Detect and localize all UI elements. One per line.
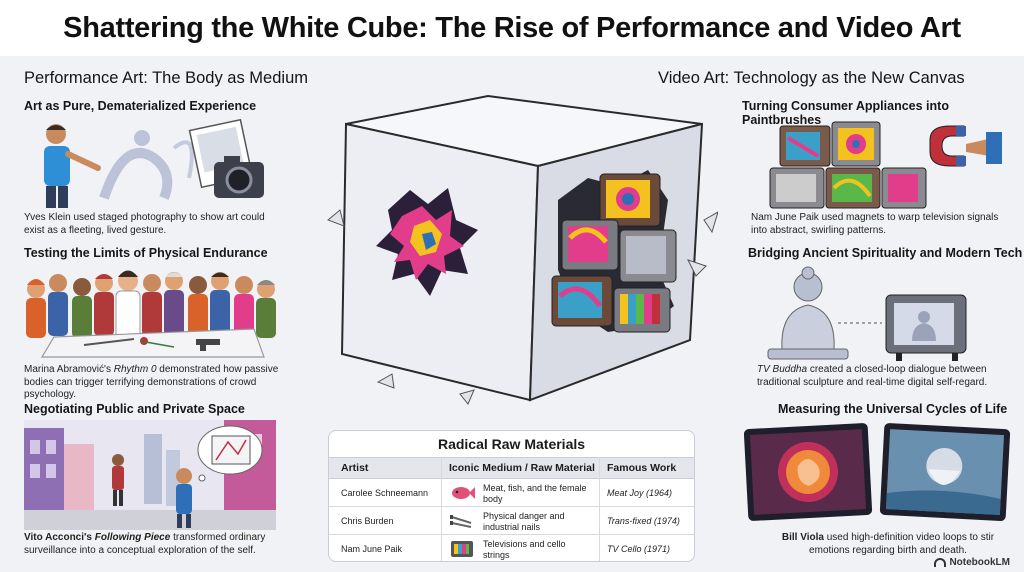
caption-following-piece: Vito Acconci's Following Piece transform… — [24, 532, 266, 556]
caption-magnets: Nam June Paik used magnets to warp telev… — [751, 212, 999, 236]
caption-yves-klein: Yves Klein used staged photography to sh… — [24, 212, 265, 236]
notebooklm-logo-icon — [934, 558, 947, 567]
left-column-heading: Performance Art: The Body as Medium — [24, 69, 308, 87]
table-divider — [599, 457, 600, 561]
yves-klein-illustration — [44, 118, 264, 208]
section-title-appliances: Turning Consumer Appliances into Paintbr… — [742, 99, 949, 127]
cell-artist: Carolee Schneemann — [341, 488, 429, 498]
raw-materials-table: Radical Raw Materials Artist Iconic Medi… — [328, 430, 695, 562]
table-title: Radical Raw Materials — [437, 436, 586, 452]
cell-artist: Chris Burden — [341, 516, 394, 526]
column-header-artist: Artist — [341, 462, 369, 474]
caption-bill-viola: Bill Viola used high-definition video lo… — [781, 532, 995, 556]
column-header-work: Famous Work — [607, 462, 677, 474]
cell-medium: Televisions and cello strings — [483, 539, 566, 560]
shattered-white-cube-illustration — [327, 94, 718, 405]
table-header-row: Artist Iconic Medium / Raw Material Famo… — [329, 457, 694, 479]
cell-artist: Nam June Paik — [341, 544, 403, 554]
bill-viola-illustration — [744, 423, 1011, 522]
cell-work: Trans-fixed (1974) — [607, 516, 680, 526]
caption-tv-buddha: TV Buddha created a closed-loop dialogue… — [757, 364, 988, 388]
cell-medium: Physical danger and industrial nails — [483, 511, 565, 532]
notebooklm-brand: NotebookLM — [934, 557, 1010, 568]
rhythm-0-crowd-illustration — [26, 270, 276, 358]
following-piece-illustration — [24, 420, 276, 530]
right-column-heading: Video Art: Technology as the New Canvas — [658, 69, 965, 87]
cell-work: TV Cello (1971) — [607, 544, 671, 554]
page-title: Shattering the White Cube: The Rise of P… — [63, 12, 961, 44]
title-bar: Shattering the White Cube: The Rise of P… — [0, 0, 1024, 56]
column-header-medium: Iconic Medium / Raw Material — [449, 462, 595, 474]
table-row: Nam June Paik Televisions and cello stri… — [329, 535, 694, 561]
magnet-tv-illustration — [769, 121, 1002, 209]
tv-icon — [451, 541, 473, 557]
nails-icon — [450, 515, 472, 528]
fish-icon — [452, 487, 475, 499]
cell-medium: Meat, fish, and the female body — [483, 483, 587, 504]
brand-label: NotebookLM — [949, 557, 1010, 568]
section-title-endurance: Testing the Limits of Physical Endurance — [24, 246, 268, 260]
cell-work: Meat Joy (1964) — [607, 488, 673, 498]
section-title-spirituality: Bridging Ancient Spirituality and Modern… — [748, 246, 1023, 260]
section-title-dematerialized: Art as Pure, Dematerialized Experience — [24, 99, 257, 113]
table-divider — [441, 457, 442, 561]
section-title-life-cycles: Measuring the Universal Cycles of Life — [778, 402, 1008, 416]
table-row: Carolee Schneemann Meat, fish, and the f… — [329, 479, 694, 507]
tv-buddha-illustration — [767, 266, 967, 361]
table-row: Chris Burden Physical danger and industr… — [329, 507, 694, 535]
caption-rhythm-0: Marina Abramović's Rhythm 0 demonstrated… — [24, 364, 279, 400]
section-title-public-private: Negotiating Public and Private Space — [24, 402, 245, 416]
